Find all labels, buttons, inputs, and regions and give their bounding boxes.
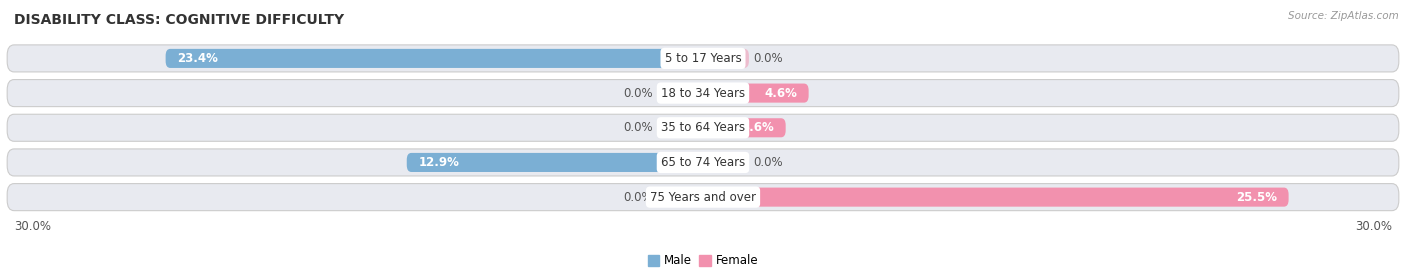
Text: 4.6%: 4.6%: [765, 87, 797, 100]
Text: 30.0%: 30.0%: [14, 220, 51, 233]
FancyBboxPatch shape: [703, 49, 749, 68]
FancyBboxPatch shape: [7, 80, 1399, 107]
Text: 18 to 34 Years: 18 to 34 Years: [661, 87, 745, 100]
Text: 0.0%: 0.0%: [623, 87, 652, 100]
FancyBboxPatch shape: [406, 153, 703, 172]
Text: 0.0%: 0.0%: [623, 191, 652, 204]
FancyBboxPatch shape: [166, 49, 703, 68]
Text: 25.5%: 25.5%: [1236, 191, 1277, 204]
Text: DISABILITY CLASS: COGNITIVE DIFFICULTY: DISABILITY CLASS: COGNITIVE DIFFICULTY: [14, 13, 344, 27]
FancyBboxPatch shape: [703, 188, 1289, 207]
FancyBboxPatch shape: [657, 118, 703, 137]
Text: 12.9%: 12.9%: [418, 156, 460, 169]
FancyBboxPatch shape: [703, 118, 786, 137]
FancyBboxPatch shape: [657, 83, 703, 103]
Text: 75 Years and over: 75 Years and over: [650, 191, 756, 204]
Text: Source: ZipAtlas.com: Source: ZipAtlas.com: [1288, 11, 1399, 21]
FancyBboxPatch shape: [657, 188, 703, 207]
Text: 0.0%: 0.0%: [623, 121, 652, 134]
FancyBboxPatch shape: [7, 184, 1399, 211]
FancyBboxPatch shape: [7, 45, 1399, 72]
FancyBboxPatch shape: [7, 149, 1399, 176]
Text: 65 to 74 Years: 65 to 74 Years: [661, 156, 745, 169]
FancyBboxPatch shape: [703, 153, 749, 172]
Legend: Male, Female: Male, Female: [643, 250, 763, 270]
Text: 0.0%: 0.0%: [754, 52, 783, 65]
Text: 30.0%: 30.0%: [1355, 220, 1392, 233]
Text: 23.4%: 23.4%: [177, 52, 218, 65]
Text: 5 to 17 Years: 5 to 17 Years: [665, 52, 741, 65]
FancyBboxPatch shape: [703, 83, 808, 103]
Text: 0.0%: 0.0%: [754, 156, 783, 169]
FancyBboxPatch shape: [7, 114, 1399, 141]
Text: 3.6%: 3.6%: [741, 121, 775, 134]
Text: 35 to 64 Years: 35 to 64 Years: [661, 121, 745, 134]
